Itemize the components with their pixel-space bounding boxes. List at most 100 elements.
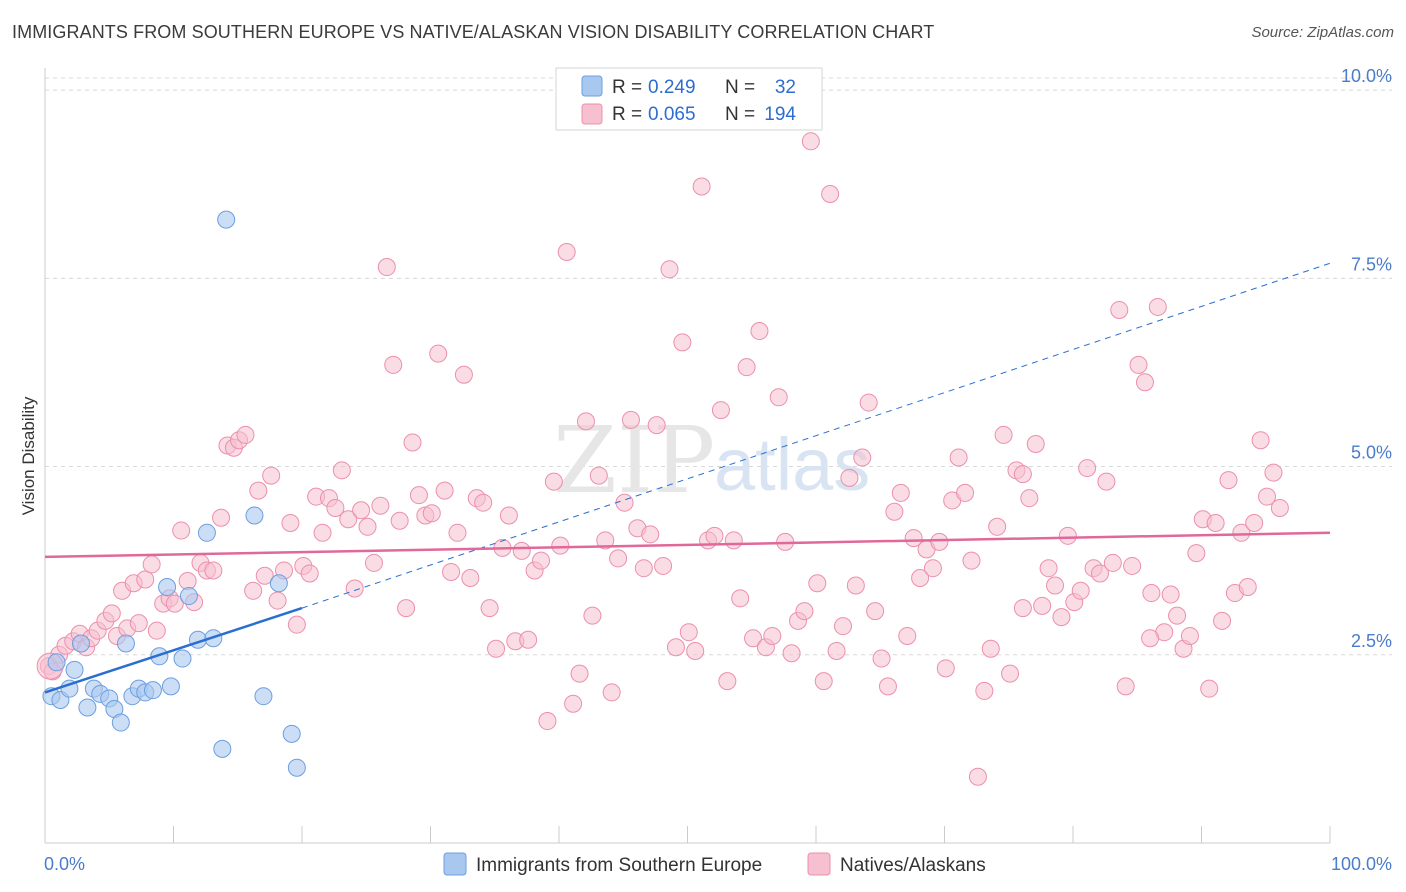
natives-point — [1097, 472, 1116, 491]
natives-trend — [44, 531, 1331, 559]
natives-point — [1232, 523, 1251, 542]
immigrants-point — [161, 677, 180, 696]
natives-point — [262, 466, 281, 485]
natives-point — [1180, 626, 1199, 645]
natives-point — [1026, 434, 1045, 453]
natives-point — [731, 589, 750, 608]
y-tick-label: 2.5% — [1351, 631, 1392, 651]
y-tick-label: 7.5% — [1351, 254, 1392, 274]
immigrants-trend-dashed — [301, 262, 1331, 609]
natives-point — [332, 461, 351, 480]
natives-point — [866, 602, 885, 621]
immigrants-point — [71, 634, 90, 653]
natives-point — [859, 393, 878, 412]
natives-point — [956, 483, 975, 502]
natives-point — [1258, 487, 1277, 506]
natives-point — [364, 553, 383, 572]
natives-point — [1013, 465, 1032, 484]
immigrants-point — [158, 578, 177, 597]
natives-point — [519, 630, 538, 649]
natives-point — [1206, 514, 1225, 533]
immigrants-point — [179, 587, 198, 606]
natives-point — [724, 531, 743, 550]
natives-points — [36, 132, 1289, 786]
natives-point — [499, 506, 518, 525]
natives-point — [981, 639, 1000, 658]
natives-point — [750, 322, 769, 341]
natives-point — [268, 591, 287, 610]
natives-point — [129, 614, 148, 633]
natives-point — [878, 677, 897, 696]
legend-r-value-1: 0.249 — [648, 77, 696, 98]
x-tick-label-max: 100.0% — [1331, 854, 1392, 874]
natives-point — [827, 642, 846, 661]
natives-point — [339, 510, 358, 529]
immigrants-points — [42, 210, 306, 777]
natives-point — [1071, 581, 1090, 600]
natives-point — [102, 604, 121, 623]
natives-point — [1142, 584, 1161, 603]
natives-point — [583, 606, 602, 625]
natives-point — [654, 556, 673, 575]
natives-point — [1116, 677, 1135, 696]
immigrants-point — [47, 653, 66, 672]
natives-point — [994, 425, 1013, 444]
natives-point — [212, 508, 231, 527]
natives-point — [975, 681, 994, 700]
natives-point — [602, 683, 621, 702]
natives-point — [178, 571, 197, 590]
y-tick-label: 5.0% — [1351, 443, 1392, 463]
natives-point — [1264, 463, 1283, 482]
immigrants-point — [65, 660, 84, 679]
natives-point — [968, 767, 987, 786]
x-tick-label-min: 0.0% — [44, 854, 85, 874]
legend-n-value-1: 32 — [775, 77, 796, 98]
natives-point — [911, 568, 930, 587]
immigrants-point — [111, 713, 130, 732]
watermark-atlas: atlas — [714, 423, 870, 506]
immigrants-point — [245, 506, 264, 525]
natives-point — [872, 649, 891, 668]
natives-point — [853, 448, 872, 467]
natives-point — [448, 523, 467, 542]
immigrants-point — [217, 210, 236, 229]
natives-point — [898, 626, 917, 645]
natives-point — [1135, 373, 1154, 392]
natives-point — [988, 517, 1007, 536]
natives-point — [1033, 596, 1052, 615]
natives-point — [461, 568, 480, 587]
natives-point — [621, 410, 640, 429]
natives-point — [390, 511, 409, 530]
immigrants-point — [143, 681, 162, 700]
natives-point — [313, 523, 332, 542]
natives-point — [142, 555, 161, 574]
natives-point — [487, 639, 506, 658]
natives-point — [1238, 578, 1257, 597]
natives-point — [1148, 297, 1167, 316]
natives-point — [300, 564, 319, 583]
natives-point — [737, 358, 756, 377]
correlation-legend: R = 0.249 N = 32 R = 0.065 N = 194 — [555, 67, 823, 131]
immigrants-point — [269, 574, 288, 593]
immigrants-point — [150, 647, 169, 666]
natives-point — [763, 626, 782, 645]
natives-point — [647, 416, 666, 435]
natives-point — [1187, 544, 1206, 563]
natives-point — [660, 260, 679, 279]
legend-swatch-blue — [581, 75, 603, 97]
bottom-legend-swatch-blue — [443, 852, 467, 876]
immigrants-point — [282, 724, 301, 743]
natives-point — [1168, 606, 1187, 625]
natives-point — [422, 504, 441, 523]
natives-point — [1001, 664, 1020, 683]
natives-point — [551, 536, 570, 555]
natives-point — [1078, 459, 1097, 478]
natives-point — [564, 694, 583, 713]
natives-point — [846, 576, 865, 595]
natives-point — [1046, 576, 1065, 595]
y-tick-label: 10.0% — [1341, 66, 1392, 86]
natives-point — [1013, 599, 1032, 618]
natives-point — [904, 529, 923, 548]
natives-point — [692, 177, 711, 196]
natives-point — [769, 388, 788, 407]
